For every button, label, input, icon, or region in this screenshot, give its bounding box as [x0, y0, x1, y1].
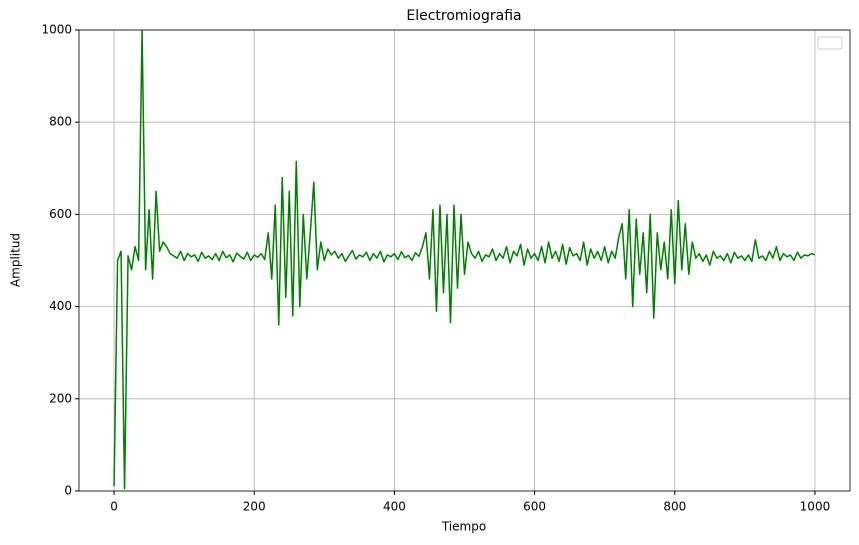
x-tick-label: 800	[663, 500, 686, 514]
grid	[79, 29, 850, 492]
x-axis-label: Tiempo	[441, 520, 486, 534]
y-tick-label: 1000	[41, 23, 72, 37]
ticks: 0 200 400 600 800 1000 0 200 400 600 800 1000	[41, 23, 830, 514]
x-tick-label: 600	[523, 500, 546, 514]
y-tick-label: 0	[64, 484, 72, 498]
plot-area	[113, 30, 816, 490]
x-tick-label: 200	[243, 500, 266, 514]
x-tick-label: 400	[383, 500, 406, 514]
x-tick-label: 0	[110, 500, 118, 514]
y-tick-label: 800	[49, 115, 72, 129]
chart-title: Electromiografia	[406, 8, 521, 24]
data-line	[113, 30, 816, 490]
legend	[817, 36, 843, 50]
y-tick-label: 600	[49, 207, 72, 221]
axes-frame	[78, 29, 851, 492]
y-tick-label: 400	[49, 299, 72, 313]
x-tick-label: 1000	[800, 500, 831, 514]
y-tick-label: 200	[49, 391, 72, 405]
y-axis-label: Amplitud	[9, 233, 23, 287]
